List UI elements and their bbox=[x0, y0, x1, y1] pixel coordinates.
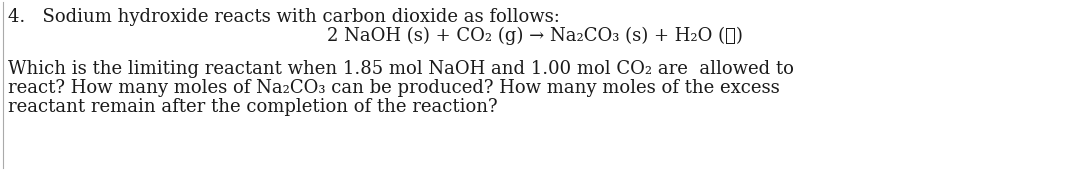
Text: Which is the limiting reactant when 1.85 mol NaOH and 1.00 mol CO₂ are  allowed : Which is the limiting reactant when 1.85… bbox=[7, 60, 794, 78]
Text: 2 NaOH (s) + CO₂ (g) → Na₂CO₃ (s) + H₂O (ℓ): 2 NaOH (s) + CO₂ (g) → Na₂CO₃ (s) + H₂O … bbox=[326, 27, 743, 45]
Text: reactant remain after the completion of the reaction?: reactant remain after the completion of … bbox=[7, 98, 498, 116]
Text: 4.   Sodium hydroxide reacts with carbon dioxide as follows:: 4. Sodium hydroxide reacts with carbon d… bbox=[7, 8, 560, 26]
Text: react? How many moles of Na₂CO₃ can be produced? How many moles of the excess: react? How many moles of Na₂CO₃ can be p… bbox=[7, 79, 779, 97]
